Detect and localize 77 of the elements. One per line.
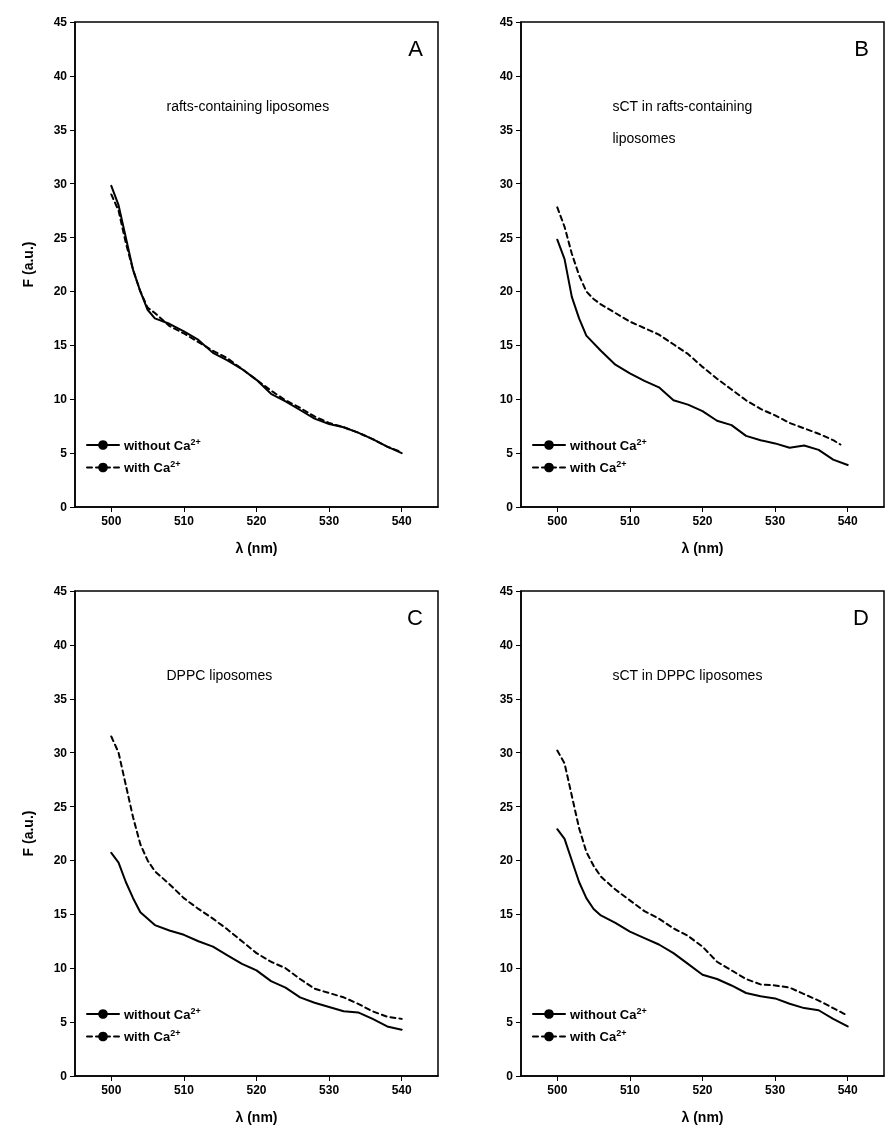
x-tick-label: 500 <box>547 514 568 528</box>
y-tick-label: 45 <box>53 15 68 29</box>
y-tick-label: 15 <box>499 338 514 353</box>
y-tick-label: 0 <box>60 1069 68 1083</box>
y-tick-label: 5 <box>60 446 68 461</box>
x-tick-label: 530 <box>319 1083 340 1097</box>
x-tick-label: 520 <box>246 1083 267 1097</box>
y-tick-label: 40 <box>53 68 68 83</box>
y-tick-label: 45 <box>499 15 514 29</box>
x-axis-title: λ (nm) <box>235 1109 278 1125</box>
x-axis-title: λ (nm) <box>681 540 724 556</box>
y-tick-label: 25 <box>53 230 68 245</box>
y-axis-title: F (a.u.) <box>20 810 36 857</box>
y-tick-label: 40 <box>53 637 68 652</box>
x-tick-label: 530 <box>765 514 786 528</box>
x-tick-label: 540 <box>391 514 413 528</box>
y-tick-label: 30 <box>499 176 514 191</box>
y-tick-label: 10 <box>499 392 514 407</box>
text: B <box>854 35 870 61</box>
x-tick-label: 520 <box>246 514 267 528</box>
y-tick-label: 10 <box>53 961 68 976</box>
x-tick-label: 500 <box>101 514 122 528</box>
x-tick-label: 510 <box>619 1083 641 1097</box>
y-tick-label: 15 <box>53 907 68 922</box>
x-tick-label: 520 <box>692 514 713 528</box>
x-tick-label: 540 <box>837 1083 859 1097</box>
y-tick-label: 35 <box>53 122 68 137</box>
y-tick-label: 15 <box>53 338 68 353</box>
annotation: rafts-containing liposomes <box>166 98 330 114</box>
y-tick-label: 40 <box>499 68 514 83</box>
x-tick-label: 530 <box>765 1083 786 1097</box>
y-tick-label: 25 <box>53 799 68 814</box>
y-tick-label: 20 <box>53 284 68 299</box>
line-series <box>110 735 403 1020</box>
y-tick-label: 40 <box>499 637 514 652</box>
x-axis-title: λ (nm) <box>681 1109 724 1125</box>
y-tick-label: 5 <box>506 446 514 461</box>
x-tick-label: 540 <box>837 514 859 528</box>
y-tick-label: 5 <box>506 1015 514 1030</box>
line-series <box>556 828 849 1028</box>
text: C <box>407 604 424 630</box>
annotation: sCT in DPPC liposomes <box>612 667 763 683</box>
y-tick-label: 35 <box>53 691 68 706</box>
y-tick-label: 30 <box>53 745 68 760</box>
y-tick-label: 10 <box>499 961 514 976</box>
text: D <box>853 604 869 630</box>
y-tick-label: 30 <box>53 176 68 191</box>
y-tick-label: 20 <box>53 853 68 868</box>
y-tick-label: 20 <box>499 853 514 868</box>
x-tick-label: 510 <box>173 514 195 528</box>
y-tick-label: 5 <box>60 1015 68 1030</box>
text: A <box>408 35 424 61</box>
y-tick-label: 25 <box>499 230 514 245</box>
annotation: sCT in rafts-containing liposomes <box>612 98 757 146</box>
y-tick-label: 35 <box>499 122 514 137</box>
y-tick-label: 20 <box>499 284 514 299</box>
annotation: DPPC liposomes <box>166 667 273 683</box>
y-axis-title: F (a.u.) <box>20 241 36 288</box>
y-tick-label: 10 <box>53 392 68 407</box>
x-tick-label: 530 <box>319 514 340 528</box>
x-tick-label: 520 <box>692 1083 713 1097</box>
y-tick-label: 0 <box>506 500 514 514</box>
x-tick-label: 510 <box>619 514 641 528</box>
y-tick-label: 0 <box>60 500 68 514</box>
y-tick-label: 0 <box>506 1069 514 1083</box>
x-axis-title: λ (nm) <box>235 540 278 556</box>
x-tick-label: 500 <box>547 1083 568 1097</box>
y-tick-label: 25 <box>499 799 514 814</box>
y-tick-label: 45 <box>499 584 514 598</box>
y-tick-label: 15 <box>499 907 514 922</box>
y-tick-label: 30 <box>499 745 514 760</box>
x-tick-label: 510 <box>173 1083 195 1097</box>
x-tick-label: 500 <box>101 1083 122 1097</box>
y-tick-label: 45 <box>53 584 68 598</box>
line-series <box>110 851 403 1031</box>
y-tick-label: 35 <box>499 691 514 706</box>
x-tick-label: 540 <box>391 1083 413 1097</box>
